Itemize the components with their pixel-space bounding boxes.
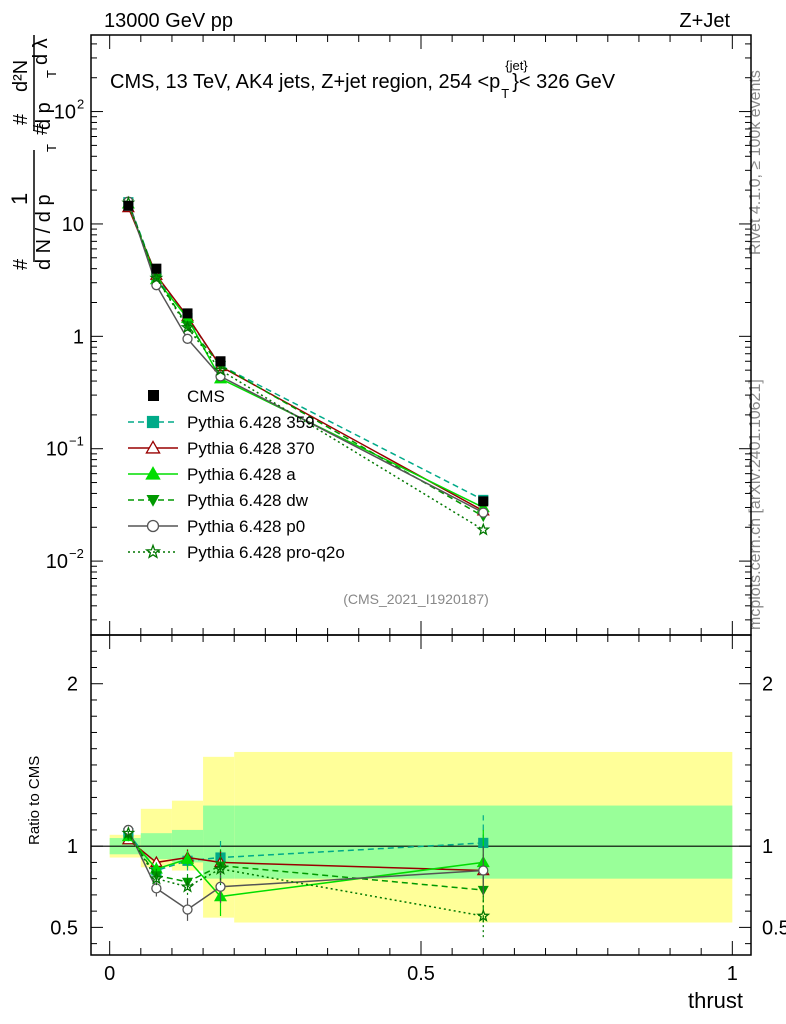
ylabel-dN: d N / d p	[33, 194, 55, 270]
ylabel-one: 1	[7, 193, 32, 205]
legend-marker-cms	[148, 390, 159, 401]
main-point-cms	[123, 200, 134, 211]
main-line-pdw	[127, 202, 484, 518]
y-tick-label: 10	[46, 551, 68, 573]
legend-marker-p359	[146, 415, 160, 429]
ratio-point-pq2o	[121, 825, 136, 840]
legend-label-pp0: Pythia 6.428 p0	[187, 517, 305, 536]
ratio-point-pq2o	[180, 879, 195, 893]
ratio-tick-label-right: 2	[762, 674, 773, 696]
watermark: (CMS_2021_I1920187)	[343, 591, 489, 607]
title-sup: {jet}	[505, 58, 528, 73]
ratio-point-pp0	[151, 883, 162, 894]
ylabel-T2: T	[44, 70, 59, 78]
ratio-point-pp0	[215, 881, 226, 892]
y-tick-label-exp: 2	[77, 97, 84, 112]
ratio-y-ticks: 0.5 0.5 1 1 2 2	[50, 650, 786, 945]
main-point-cms	[182, 308, 193, 319]
legend-marker-pdw	[146, 495, 160, 507]
svg-text:CMS, 13 TeV, AK4 jets, Z+jet r: CMS, 13 TeV, AK4 jets, Z+jet region, 254…	[110, 71, 500, 93]
chart-title: CMS, 13 TeV, AK4 jets, Z+jet region, 254…	[110, 58, 616, 101]
legend-label-pa: Pythia 6.428 a	[187, 465, 296, 484]
main-point-pq2o	[180, 320, 195, 334]
ratio-point-pq2o	[213, 861, 228, 875]
main-point-pq2o	[149, 270, 164, 284]
ylabel-d2N: d²N	[10, 60, 32, 92]
x-axis-label: thrust	[688, 988, 743, 1013]
legend-label-p359: Pythia 6.428 359	[187, 413, 315, 432]
ratio-point-pq2o	[149, 871, 164, 885]
x-ticks: 0 0.5 1	[104, 35, 738, 985]
ratio-point-pp0	[182, 904, 193, 915]
legend-marker-pa	[145, 466, 161, 480]
title-sub: T	[501, 86, 509, 101]
ratio-tick-label-right: 1	[762, 836, 773, 858]
ratio-series	[121, 815, 491, 938]
main-point-pq2o	[476, 522, 491, 536]
mcplots-label: mcplots.cern.ch [arXiv:2401.10621]	[747, 379, 764, 630]
x-tick-label: 0	[104, 963, 115, 985]
header-right: Z+Jet	[679, 10, 730, 32]
ratio-tick-label-right: 0.5	[762, 917, 786, 939]
ylabel-hash3: #	[10, 113, 32, 125]
legend-marker-pp0	[146, 519, 160, 533]
y-tick-label: 10	[46, 439, 68, 461]
y-tick-label: 10	[54, 102, 76, 124]
legend-marker-p370	[145, 440, 161, 454]
ylabel-hash1: #	[10, 258, 32, 270]
ratio-point-pp0	[478, 865, 489, 876]
ratio-tick-label-left: 2	[67, 674, 78, 696]
title-suffix: }< 326 GeV	[512, 71, 616, 93]
ylabel-dl: d λ	[30, 38, 52, 65]
main-point-cms	[478, 496, 489, 507]
legend-label-cms: CMS	[187, 387, 225, 406]
title-prefix: CMS, 13 TeV, AK4 jets, Z+jet region, 254…	[110, 71, 500, 93]
y-tick-label: 10	[62, 214, 84, 236]
y-tick-label: 1	[73, 326, 84, 348]
ratio-point-pq2o	[476, 908, 491, 922]
main-point-cms	[151, 263, 162, 274]
main-point-pq2o	[213, 362, 228, 377]
ratio-tick-label-left: 0.5	[50, 917, 78, 939]
main-series	[121, 195, 491, 536]
ylabel-T1: T	[44, 144, 59, 152]
legend: CMS Pythia 6.428 359 Pythia 6.428 370 Pythi…	[128, 387, 345, 562]
header-left: 13000 GeV pp	[104, 10, 233, 32]
main-point-cms	[215, 356, 226, 367]
legend-label-pq2o: Pythia 6.428 pro-q2o	[187, 543, 345, 562]
y-tick-label-exp: −2	[69, 546, 84, 561]
x-tick-label: 1	[727, 963, 738, 985]
ratio-tick-label-left: 1	[67, 836, 78, 858]
main-line-pq2o	[127, 202, 484, 531]
ratio-y-label: Ratio to CMS	[26, 756, 43, 845]
legend-label-pdw: Pythia 6.428 dw	[187, 491, 309, 510]
ylabel-dpT: d p	[33, 102, 55, 130]
x-tick-label: 0.5	[407, 963, 435, 985]
legend-label-p370: Pythia 6.428 370	[187, 439, 315, 458]
main-point-pp0	[478, 507, 489, 518]
ratio-point-pa	[180, 852, 195, 864]
ratio-line-pq2o	[127, 832, 484, 917]
main-point-pp0	[182, 333, 193, 344]
y-axis-label: # 1 d N / d p T # # d²N d p T d λ	[7, 35, 59, 270]
y-tick-label-exp: −1	[69, 434, 84, 449]
legend-marker-pq2o	[144, 543, 162, 559]
rivet-label: Rivet 4.1.0, ≥ 100k events	[747, 70, 764, 255]
ylabel-hash2: #	[30, 123, 52, 135]
